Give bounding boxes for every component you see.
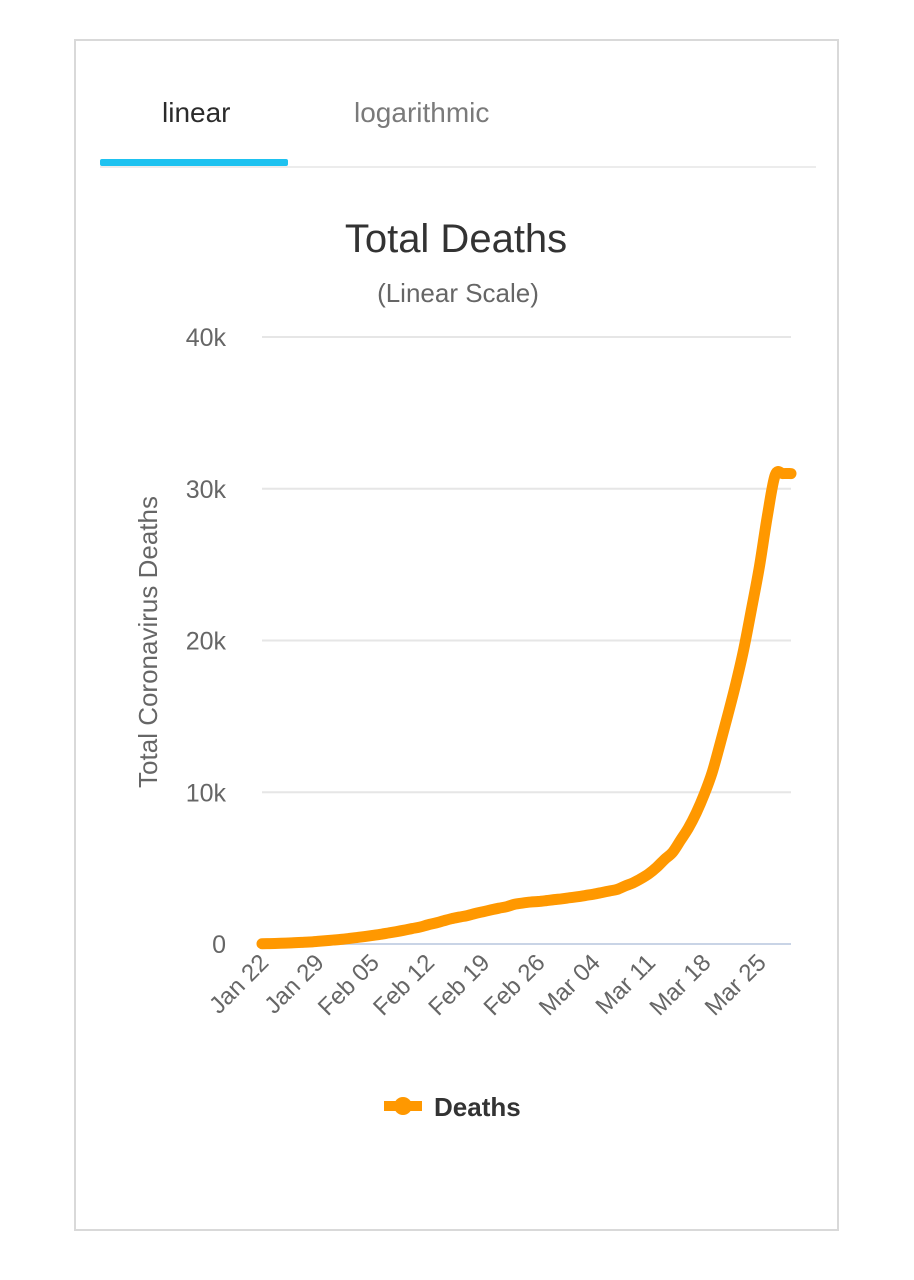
x-tick-label: Mar 18 <box>644 949 716 1021</box>
y-tick-label: 40k <box>186 324 227 352</box>
y-tick-label: 20k <box>186 628 227 656</box>
y-axis-title: Total Coronavirus Deaths <box>133 496 163 788</box>
tab-linear[interactable]: linear <box>162 97 231 128</box>
x-tick-label: Feb 05 <box>313 949 385 1021</box>
x-tick-label: Mar 25 <box>700 949 772 1021</box>
tab-logarithmic[interactable]: logarithmic <box>354 97 490 128</box>
y-tick-label: 10k <box>186 779 227 807</box>
legend-deaths-label: Deaths <box>434 1092 521 1122</box>
chart-subtitle: (Linear Scale) <box>377 278 539 308</box>
x-tick-label: Feb 19 <box>423 949 495 1021</box>
x-tick-label: Jan 22 <box>204 949 274 1019</box>
x-tick-label: Feb 26 <box>479 949 551 1021</box>
chart-title: Total Deaths <box>345 217 567 261</box>
legend-deaths-marker <box>394 1097 412 1115</box>
y-tick-label: 0 <box>212 931 226 959</box>
scale-tabs: linear logarithmic <box>100 41 816 168</box>
series-line-deaths[interactable] <box>256 466 797 950</box>
active-tab-indicator <box>100 159 288 166</box>
chart-card: linear logarithmic <box>74 39 839 1231</box>
y-tick-label: 30k <box>186 476 227 504</box>
x-tick-label: Mar 04 <box>534 949 606 1021</box>
x-tick-label: Feb 12 <box>368 949 440 1021</box>
chart-legend[interactable]: Deaths <box>384 1092 521 1122</box>
